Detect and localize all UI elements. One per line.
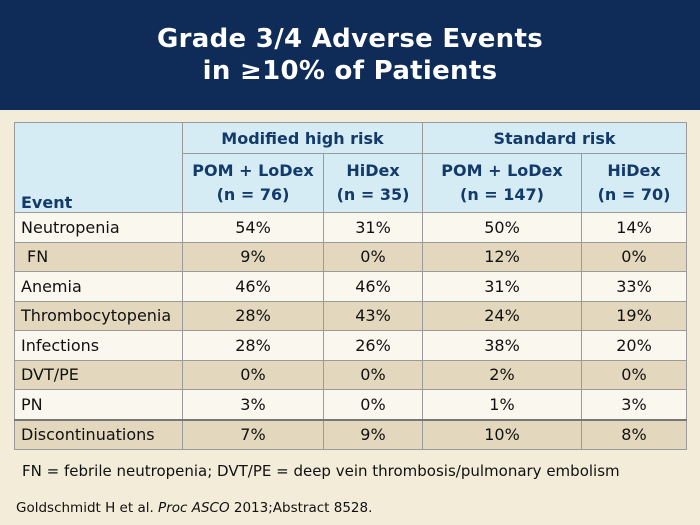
event-cell: Neutropenia — [14, 212, 183, 243]
table-row: Infections 28% 26% 38% 20% — [14, 330, 687, 361]
table-row: Anemia 46% 46% 31% 33% — [14, 271, 687, 302]
table-row: Discontinuations 7% 9% 10% 8% — [14, 418, 687, 450]
value-cell: 9% — [182, 241, 324, 272]
table-row: FN 9% 0% 12% 0% — [14, 241, 687, 272]
value-cell: 0% — [182, 359, 324, 390]
table-row: Thrombocytopenia 28% 43% 24% 19% — [14, 300, 687, 331]
column-arm: POM + LoDex — [192, 161, 314, 180]
event-column-header: Event — [14, 122, 183, 213]
value-cell: 10% — [422, 418, 582, 450]
value-cell: 2% — [422, 359, 582, 390]
citation-authors: Goldschmidt H et al. — [16, 500, 159, 516]
value-cell: 0% — [581, 241, 687, 272]
value-cell: 3% — [581, 389, 687, 420]
column-n: (n = 76) — [216, 185, 290, 204]
column-arm: POM + LoDex — [441, 161, 563, 180]
slide-title-line-2: in ≥10% of Patients — [202, 56, 498, 86]
adverse-events-table: Event Modified high risk Standard risk P… — [14, 122, 687, 450]
value-cell: 19% — [581, 300, 687, 331]
column-header: HiDex (n = 70) — [581, 153, 687, 213]
value-cell: 20% — [581, 330, 687, 361]
event-cell: DVT/PE — [14, 359, 183, 390]
column-n: (n = 35) — [336, 185, 410, 204]
value-cell: 38% — [422, 330, 582, 361]
value-cell: 43% — [323, 300, 423, 331]
value-cell: 1% — [422, 389, 582, 420]
value-cell: 28% — [182, 300, 324, 331]
table-row: PN 3% 0% 1% 3% — [14, 389, 687, 420]
slide-title-line-1: Grade 3/4 Adverse Events — [157, 24, 543, 54]
value-cell: 31% — [422, 271, 582, 302]
title-bar: Grade 3/4 Adverse Events in ≥10% of Pati… — [0, 0, 700, 110]
value-cell: 50% — [422, 212, 582, 243]
value-cell: 14% — [581, 212, 687, 243]
value-cell: 12% — [422, 241, 582, 272]
value-cell: 28% — [182, 330, 324, 361]
value-cell: 46% — [323, 271, 423, 302]
event-cell: Thrombocytopenia — [14, 300, 183, 331]
value-cell: 33% — [581, 271, 687, 302]
event-cell: PN — [14, 389, 183, 420]
column-header: POM + LoDex (n = 147) — [422, 153, 582, 213]
table-row: Neutropenia 54% 31% 50% 14% — [14, 212, 687, 243]
column-n: (n = 70) — [597, 185, 671, 204]
value-cell: 0% — [581, 359, 687, 390]
citation: Goldschmidt H et al. Proc ASCO 2013;Abst… — [16, 500, 372, 516]
value-cell: 26% — [323, 330, 423, 361]
column-arm: HiDex — [607, 161, 661, 180]
value-cell: 54% — [182, 212, 324, 243]
group-header-modified-high-risk: Modified high risk — [182, 122, 423, 154]
value-cell: 7% — [182, 418, 324, 450]
column-header: POM + LoDex (n = 76) — [182, 153, 324, 213]
value-cell: 8% — [581, 418, 687, 450]
citation-journal: Proc ASCO — [158, 500, 230, 516]
value-cell: 0% — [323, 389, 423, 420]
value-cell: 46% — [182, 271, 324, 302]
value-cell: 31% — [323, 212, 423, 243]
footnote: FN = febrile neutropenia; DVT/PE = deep … — [22, 462, 620, 480]
event-cell: Anemia — [14, 271, 183, 302]
value-cell: 0% — [323, 241, 423, 272]
column-n: (n = 147) — [460, 185, 544, 204]
value-cell: 24% — [422, 300, 582, 331]
value-cell: 3% — [182, 389, 324, 420]
value-cell: 9% — [323, 418, 423, 450]
value-cell: 0% — [323, 359, 423, 390]
event-cell: Discontinuations — [14, 418, 183, 450]
table-row: DVT/PE 0% 0% 2% 0% — [14, 359, 687, 390]
event-cell: FN — [14, 241, 183, 272]
event-cell: Infections — [14, 330, 183, 361]
group-header-standard-risk: Standard risk — [422, 122, 687, 154]
citation-details: 2013;Abstract 8528. — [229, 500, 373, 516]
column-header: HiDex (n = 35) — [323, 153, 423, 213]
column-arm: HiDex — [346, 161, 400, 180]
